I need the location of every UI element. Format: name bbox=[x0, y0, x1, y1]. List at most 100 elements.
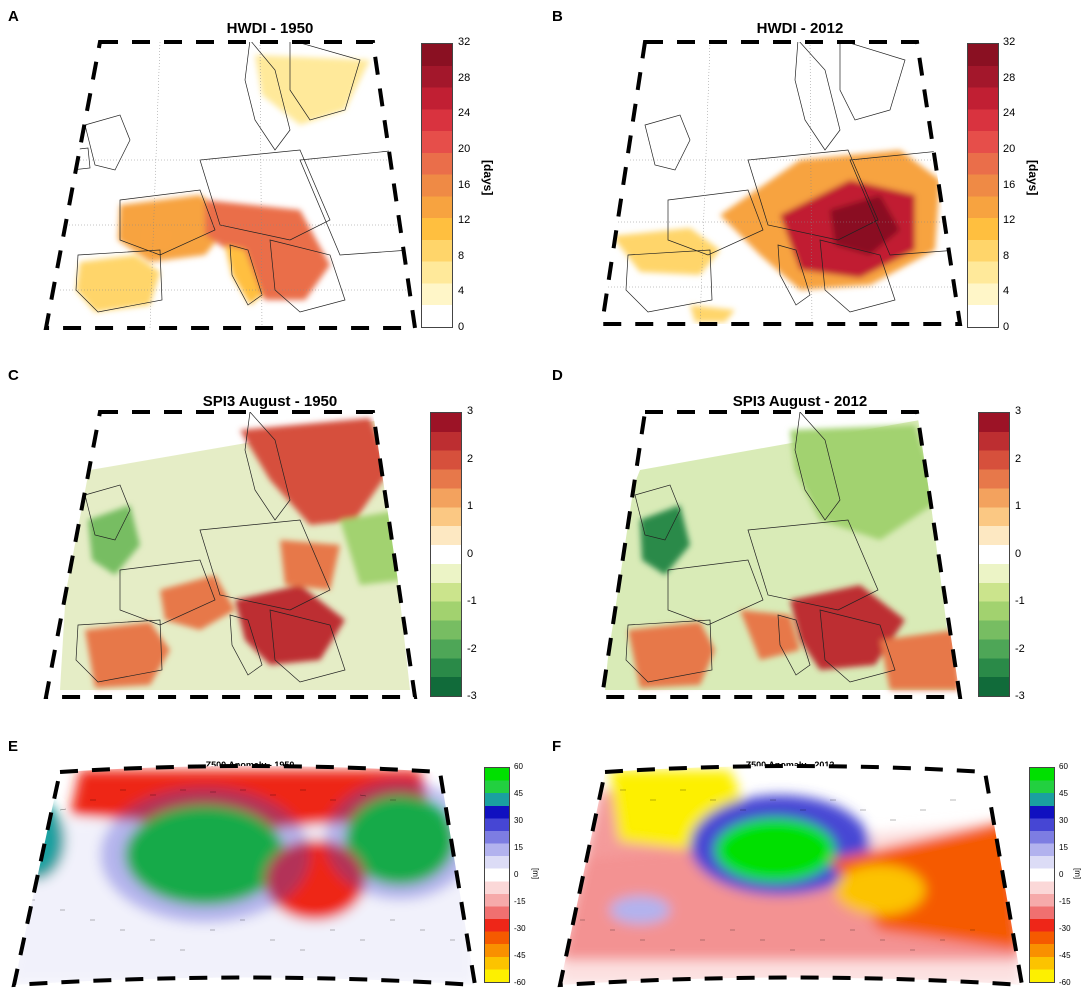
panel-title-f: Z500 Anomaly - 2012 bbox=[745, 760, 835, 770]
panel-letter-e: E bbox=[8, 738, 19, 755]
map-d-iberia-dry bbox=[628, 622, 715, 688]
colorbar-tick-label: -45 bbox=[1059, 951, 1071, 960]
colorbar-tick-label: -15 bbox=[514, 897, 526, 906]
panel-title-e: Z500 Anomaly - 1950 bbox=[205, 760, 295, 770]
colorbar-spi-c bbox=[430, 412, 462, 697]
colorbar-hwdi-a-unit: [days] bbox=[481, 160, 495, 196]
colorbar-tick-label: -3 bbox=[467, 690, 477, 702]
colorbar-spi-d bbox=[978, 412, 1010, 697]
colorbar-tick-label: 8 bbox=[458, 249, 465, 262]
colorbar-tick-label: 2 bbox=[467, 452, 474, 465]
colorbar-tick-label: 15 bbox=[1059, 843, 1068, 852]
colorbar-tick-label: 0 bbox=[467, 547, 474, 560]
map-b-core bbox=[830, 195, 900, 255]
map-e-west-low bbox=[14, 800, 65, 880]
colorbar-hwdi-b-unit: [days] bbox=[1026, 160, 1040, 196]
map-f-europe-core bbox=[835, 865, 925, 915]
panel-letter-f: F bbox=[552, 738, 562, 755]
panel-title-a: HWDI - 1950 bbox=[226, 20, 314, 37]
panel-letter-a: A bbox=[8, 8, 19, 25]
colorbar-tick-label: 16 bbox=[458, 178, 471, 191]
colorbar-tick-label: 60 bbox=[514, 762, 523, 771]
map-a-alps-balkans bbox=[205, 200, 330, 300]
colorbar-tick-label: 4 bbox=[458, 285, 465, 298]
colorbar-tick-label: 32 bbox=[458, 36, 471, 48]
panel-title-b: HWDI - 2012 bbox=[756, 20, 844, 37]
map-c-balkans-dry bbox=[235, 585, 345, 665]
colorbar-tick-label: 24 bbox=[1003, 107, 1016, 120]
colorbar-tick-label: -60 bbox=[514, 978, 526, 987]
colorbar-z500-f bbox=[1029, 767, 1055, 983]
colorbar-tick-label: -30 bbox=[514, 924, 526, 933]
colorbar-tick-label: 30 bbox=[514, 816, 523, 825]
colorbar-tick-label: 12 bbox=[458, 214, 471, 227]
colorbar-tick-label: 20 bbox=[458, 142, 471, 155]
colorbar-tick-label: 0 bbox=[1003, 321, 1010, 333]
colorbar-tick-label: 1 bbox=[1015, 500, 1022, 512]
colorbar-tick-label: 60 bbox=[1059, 762, 1068, 771]
colorbar-tick-label: 28 bbox=[1003, 71, 1016, 84]
map-c bbox=[46, 412, 415, 697]
colorbar-tick-label: 0 bbox=[514, 870, 519, 879]
panel-letter-c: C bbox=[8, 367, 19, 384]
map-b bbox=[602, 42, 960, 324]
colorbar-hwdi-b bbox=[967, 43, 999, 328]
colorbar-tick-label: 16 bbox=[1003, 178, 1016, 191]
colorbar-tick-label: 15 bbox=[514, 843, 523, 852]
colorbar-tick-label: -2 bbox=[1015, 642, 1025, 655]
map-b-frame bbox=[599, 40, 963, 326]
map-f-atlantic-low bbox=[715, 818, 835, 882]
colorbar-tick-label: 0 bbox=[1015, 547, 1022, 560]
map-f bbox=[560, 766, 1022, 985]
map-d-north-wet bbox=[790, 425, 940, 540]
map-a bbox=[46, 42, 415, 328]
colorbar-hwdi-a bbox=[421, 43, 453, 328]
colorbar-z500-e-unit: [m] bbox=[531, 868, 540, 880]
colorbar-tick-label: 2 bbox=[1015, 452, 1022, 465]
colorbar-z500-e bbox=[484, 767, 510, 983]
colorbar-tick-label: 8 bbox=[1003, 249, 1010, 262]
colorbar-tick-label: -1 bbox=[1015, 595, 1025, 607]
colorbar-tick-label: 24 bbox=[458, 107, 471, 120]
colorbar-z500-f-unit: [m] bbox=[1073, 868, 1082, 880]
colorbar-tick-label: -30 bbox=[1059, 924, 1071, 933]
map-e bbox=[14, 766, 475, 985]
map-d-frame bbox=[599, 410, 963, 699]
colorbar-tick-label: 45 bbox=[514, 789, 523, 798]
colorbar-tick-label: -2 bbox=[467, 642, 477, 655]
panel-letter-b: B bbox=[552, 8, 563, 25]
panel-title-d: SPI3 August - 2012 bbox=[732, 393, 868, 410]
colorbar-tick-label: 3 bbox=[1015, 405, 1022, 417]
colorbar-tick-label: -60 bbox=[1059, 978, 1071, 987]
colorbar-tick-label: 20 bbox=[1003, 142, 1016, 155]
map-d-turkey-dry bbox=[880, 630, 960, 690]
colorbar-tick-label: 4 bbox=[1003, 285, 1010, 298]
colorbar-tick-label: -3 bbox=[1015, 690, 1025, 702]
colorbar-tick-label: -45 bbox=[514, 951, 526, 960]
map-f-europe-high bbox=[830, 820, 1020, 950]
colorbar-tick-label: 32 bbox=[1003, 36, 1016, 48]
map-d bbox=[602, 412, 960, 697]
map-f-frame bbox=[557, 764, 1025, 988]
colorbar-tick-label: 45 bbox=[1059, 789, 1068, 798]
colorbar-tick-label: 0 bbox=[1059, 870, 1064, 879]
map-e-frame bbox=[11, 764, 478, 988]
colorbar-tick-label: 12 bbox=[1003, 214, 1016, 227]
map-d-balkans-dry bbox=[790, 585, 905, 670]
map-c-frame bbox=[43, 410, 418, 699]
colorbar-tick-label: 0 bbox=[458, 321, 465, 333]
colorbar-tick-label: -15 bbox=[1059, 897, 1071, 906]
map-a-iberia bbox=[76, 255, 160, 312]
colorbar-tick-label: 1 bbox=[467, 500, 474, 512]
colorbar-tick-label: 28 bbox=[458, 71, 471, 84]
panel-title-c: SPI3 August - 1950 bbox=[202, 393, 338, 410]
map-a-scandinavia bbox=[255, 55, 370, 125]
map-b-iberia-patch bbox=[612, 228, 720, 275]
colorbar-tick-label: 30 bbox=[1059, 816, 1068, 825]
colorbar-tick-label: -1 bbox=[467, 595, 477, 607]
colorbar-tick-label: 3 bbox=[467, 405, 474, 417]
map-c-scandinavia-dry bbox=[240, 418, 390, 525]
panel-letter-d: D bbox=[552, 367, 563, 384]
map-a-frame bbox=[43, 40, 418, 330]
